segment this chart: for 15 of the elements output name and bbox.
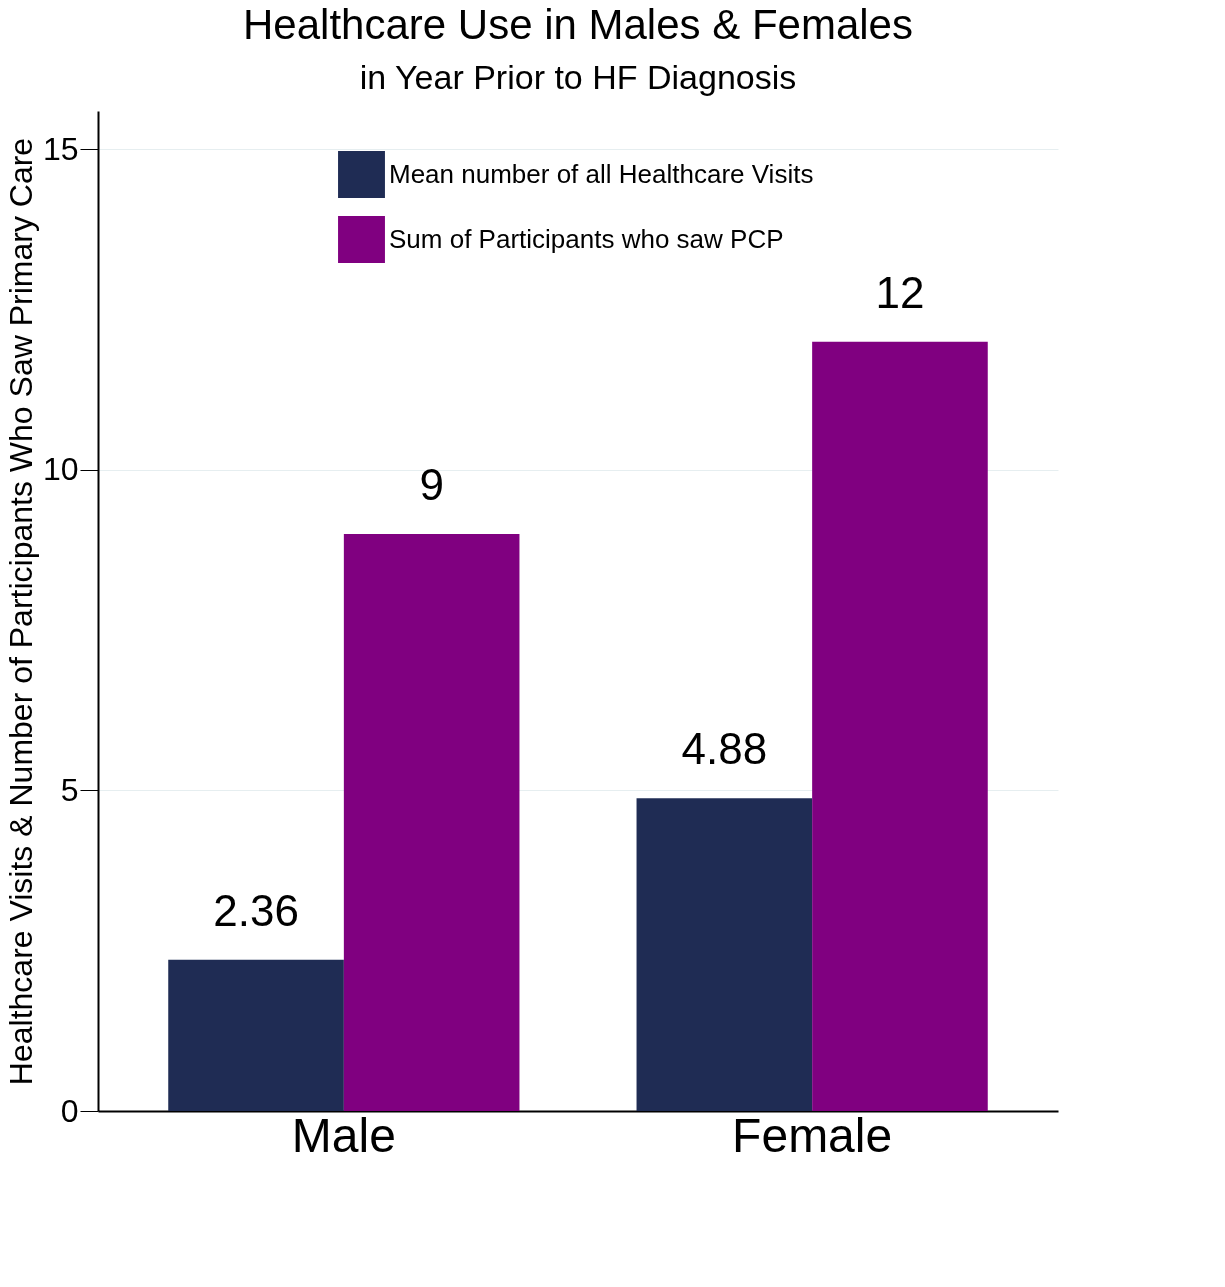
y-tick-label: 0 xyxy=(60,1092,79,1129)
data-label: 9 xyxy=(419,460,444,510)
x-tick-label: Male xyxy=(291,1108,396,1162)
chart-subtitle: in Year Prior to HF Diagnosis xyxy=(359,58,797,96)
legend-label: Sum of Participants who saw PCP xyxy=(389,223,784,254)
x-tick-label: Female xyxy=(732,1108,893,1162)
y-tick-label: 5 xyxy=(60,771,79,808)
chart-title: Healthcare Use in Males & Females xyxy=(243,1,913,48)
y-axis-title: Healthcare Visits & Number of Participants Who Saw Primary Care xyxy=(2,137,39,1086)
data-label: 12 xyxy=(875,267,925,317)
data-label: 2.36 xyxy=(213,885,299,935)
legend-label: Mean number of all Healthcare Visits xyxy=(389,158,814,189)
y-tick-label: 15 xyxy=(42,130,79,167)
data-label: 4.88 xyxy=(681,724,768,774)
y-tick-label: 10 xyxy=(42,451,79,488)
